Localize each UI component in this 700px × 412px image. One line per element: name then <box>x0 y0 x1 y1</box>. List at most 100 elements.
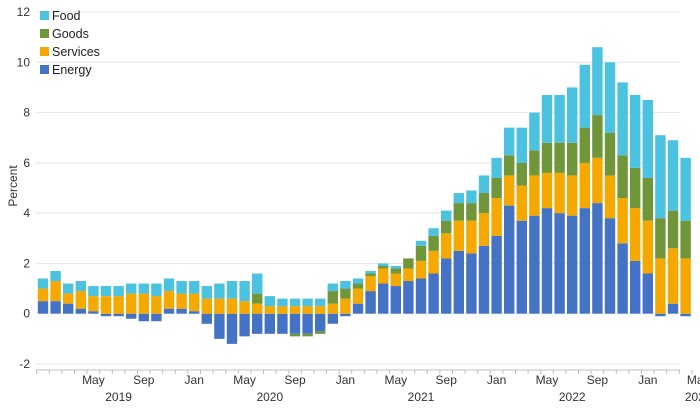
bar-segment-energy <box>315 313 326 332</box>
bar-segment-goods <box>491 177 502 199</box>
bar-segment-food <box>327 283 338 292</box>
x-year-label: 2022 <box>559 390 586 404</box>
bar-segment-goods <box>378 265 389 269</box>
bar-segment-goods <box>415 245 427 261</box>
bar-segment-services <box>478 213 490 246</box>
bar-segment-food <box>642 100 653 178</box>
legend-swatch <box>40 11 49 20</box>
bar-segment-energy <box>88 311 99 314</box>
bar-segment-energy <box>201 313 212 324</box>
bar-segment-services <box>428 250 439 274</box>
bar-segment-services <box>365 276 376 292</box>
x-month-label: Sep <box>436 373 458 387</box>
bar-segment-services <box>226 298 238 314</box>
bar-segment-energy <box>252 313 263 334</box>
bar-segment-energy <box>302 313 313 334</box>
bar-segment-goods <box>428 235 439 251</box>
bar-segment-energy <box>113 313 124 317</box>
bar-segment-energy <box>579 208 590 314</box>
bar-segment-energy <box>655 313 666 317</box>
bar-segment-energy <box>667 303 679 314</box>
bar-segment-services <box>201 298 212 314</box>
bar-segment-energy <box>151 313 162 322</box>
bar-segment-services <box>151 296 162 314</box>
bar-segment-energy <box>541 208 553 314</box>
bar-segment-food <box>289 298 301 307</box>
bar-segment-goods <box>642 177 653 221</box>
y-tick-label: 4 <box>23 206 30 220</box>
x-month-label: Jan <box>487 373 506 387</box>
legend-swatch <box>40 47 49 56</box>
bar-segment-goods <box>466 203 477 221</box>
bar-segment-services <box>75 291 86 309</box>
bar-segment-goods <box>579 127 590 163</box>
bar-segment-goods <box>630 167 641 209</box>
bar-segment-food <box>264 296 275 307</box>
bar-segment-goods <box>352 283 364 289</box>
bar-segment-food <box>579 64 590 128</box>
bar-segment-goods <box>340 288 351 299</box>
bar-segment-services <box>37 288 49 302</box>
y-tick-labels: -2 0 2 4 6 8 10 12 <box>17 5 31 371</box>
bar-segment-energy <box>264 313 275 334</box>
bar-segment-services <box>592 157 603 204</box>
bar-segment-services <box>680 258 691 314</box>
x-month-label: Jan <box>336 373 355 387</box>
bar-segment-food <box>352 278 364 284</box>
x-month-label: Sep <box>587 373 609 387</box>
bar-segment-services <box>567 175 578 216</box>
bar-segment-food <box>630 94 641 168</box>
bar-segment-services <box>277 306 288 314</box>
bar-segment-goods <box>655 218 666 259</box>
bar-segment-services <box>667 248 679 304</box>
bar-segment-services <box>189 293 200 312</box>
bar-segment-food <box>50 270 61 282</box>
bar-segment-food <box>214 283 225 299</box>
legend-label: Food <box>52 9 81 23</box>
bar-segment-food <box>541 94 553 143</box>
bar-segment-services <box>655 258 666 314</box>
bar-segment-goods <box>315 331 326 334</box>
bar-segment-energy <box>100 313 112 317</box>
bar-segment-food <box>567 87 578 143</box>
bar-segment-services <box>352 288 364 304</box>
legend: Food Goods Services Energy <box>40 9 100 77</box>
x-month-label: Jan <box>638 373 657 387</box>
bar-segment-energy <box>529 215 540 314</box>
bar-segment-goods <box>302 333 313 337</box>
bar-segment-food <box>491 157 502 178</box>
bar-segment-food <box>138 283 149 294</box>
bar-segment-services <box>239 301 250 314</box>
bar-segment-food <box>315 298 326 307</box>
legend-swatch <box>40 29 49 38</box>
legend-label: Energy <box>52 63 92 77</box>
bar-segment-services <box>113 296 124 314</box>
y-tick-label: 12 <box>17 5 31 19</box>
bar-segment-food <box>226 281 238 299</box>
bar-segment-food <box>441 210 452 221</box>
bar-segment-food <box>37 278 49 289</box>
bar-segment-goods <box>441 220 452 234</box>
bar-segment-energy <box>630 260 641 314</box>
bar-segment-energy <box>592 203 603 314</box>
bar-segment-services <box>390 273 401 287</box>
bar-segment-goods <box>680 220 691 259</box>
x-month-label: Jan <box>185 373 204 387</box>
bar-segment-energy <box>75 308 86 314</box>
bar-segment-goods <box>365 273 376 276</box>
bar-segment-services <box>252 303 263 314</box>
bar-segment-energy <box>516 220 527 314</box>
bar-segment-food <box>252 273 263 294</box>
bar-segment-services <box>327 303 338 314</box>
bar-segment-food <box>504 127 515 156</box>
y-tick-label: 2 <box>23 256 30 270</box>
x-month-label: May <box>536 373 559 387</box>
year-labels: 2019 2020 2021 2022 2023 <box>105 390 700 404</box>
y-axis-title: Percent <box>6 165 20 207</box>
x-year-label: 2020 <box>256 390 283 404</box>
bar-segment-energy <box>466 253 477 314</box>
bar-segment-food <box>604 62 616 133</box>
bar-segment-food <box>667 140 679 211</box>
bar-segment-energy <box>428 273 439 314</box>
bar-segment-services <box>453 220 464 251</box>
